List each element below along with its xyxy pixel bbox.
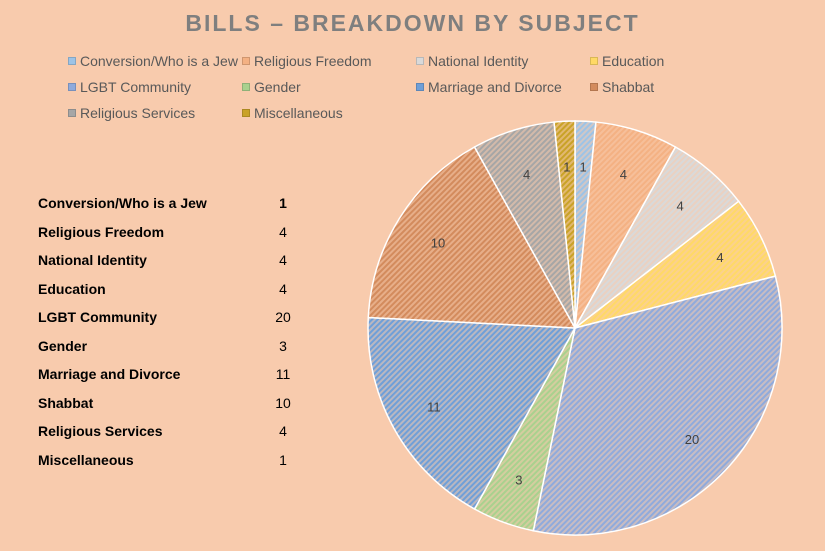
row-value: 11 bbox=[275, 366, 291, 382]
table-row: Shabbat 10 bbox=[38, 389, 308, 418]
legend-item-religious-services: Religious Services bbox=[68, 105, 195, 121]
data-label: 1 bbox=[580, 160, 587, 175]
table-row: Miscellaneous 1 bbox=[38, 446, 308, 475]
table-row: Conversion/Who is a Jew 1 bbox=[38, 189, 308, 218]
legend-item-marriage-divorce: Marriage and Divorce bbox=[416, 79, 562, 95]
legend-label: LGBT Community bbox=[80, 79, 191, 95]
row-label: LGBT Community bbox=[38, 309, 157, 325]
legend-swatch bbox=[68, 83, 76, 91]
legend-label: Religious Freedom bbox=[254, 53, 372, 69]
data-label: 3 bbox=[515, 472, 522, 487]
legend-item-national-identity: National Identity bbox=[416, 53, 528, 69]
row-value: 4 bbox=[279, 280, 287, 297]
legend-swatch bbox=[68, 57, 76, 65]
table-row: National Identity 4 bbox=[38, 246, 308, 275]
row-value: 4 bbox=[279, 423, 287, 439]
legend-item-shabbat: Shabbat bbox=[590, 79, 654, 95]
legend-label: Religious Services bbox=[80, 105, 196, 121]
row-value: 1 bbox=[279, 195, 287, 211]
legend-swatch bbox=[242, 83, 250, 91]
pie-slice-marriage-and-divorce bbox=[367, 316, 577, 511]
table-row: Education 4 bbox=[38, 275, 308, 304]
data-label: 4 bbox=[716, 250, 723, 265]
legend-swatch bbox=[416, 57, 424, 65]
row-value: 3 bbox=[279, 337, 287, 354]
legend-label: Shabbat bbox=[602, 79, 655, 95]
table-row: Religious Services 4 bbox=[38, 417, 308, 446]
pie-slice-lgbt-community bbox=[532, 275, 783, 536]
pie-slice-miscellaneous bbox=[553, 120, 576, 329]
row-label: Conversion/Who is a Jew bbox=[38, 195, 207, 211]
data-label: 11 bbox=[427, 399, 441, 414]
data-label: 4 bbox=[523, 167, 530, 182]
legend-label: Marriage and Divorce bbox=[428, 79, 562, 95]
legend-item-conversion: Conversion/Who is a Jew bbox=[68, 53, 238, 69]
data-label: 4 bbox=[620, 167, 627, 182]
chart-title: BILLS – BREAKDOWN BY SUBJECT bbox=[185, 10, 640, 36]
table-row: Marriage and Divorce 11 bbox=[38, 360, 308, 389]
row-value: 20 bbox=[275, 309, 291, 325]
row-value: 1 bbox=[279, 451, 287, 468]
legend-item-lgbt-community: LGBT Community bbox=[68, 79, 191, 95]
row-value: 4 bbox=[279, 252, 287, 268]
legend-swatch bbox=[590, 83, 598, 91]
legend-label: Miscellaneous bbox=[254, 105, 343, 121]
legend-swatch bbox=[242, 57, 250, 65]
table-row: Religious Freedom 4 bbox=[38, 218, 308, 247]
legend-item-miscellaneous: Miscellaneous bbox=[242, 105, 343, 121]
legend-item-education: Education bbox=[590, 53, 664, 69]
row-label: Miscellaneous bbox=[38, 451, 134, 468]
legend-item-religious-freedom: Religious Freedom bbox=[242, 53, 372, 69]
row-label: National Identity bbox=[38, 252, 147, 268]
data-label: 10 bbox=[431, 236, 445, 251]
row-label: Education bbox=[38, 280, 106, 297]
data-label: 1 bbox=[563, 160, 570, 175]
legend-label: National Identity bbox=[428, 53, 529, 69]
legend-label: Gender bbox=[254, 79, 301, 95]
legend-item-gender: Gender bbox=[242, 79, 301, 95]
row-label: Religious Services bbox=[38, 423, 163, 439]
legend-swatch bbox=[68, 109, 76, 117]
row-label: Shabbat bbox=[38, 394, 94, 411]
row-label: Gender bbox=[38, 337, 88, 354]
chart-legend: Conversion/Who is a Jew Religious Freedo… bbox=[0, 0, 825, 130]
data-table: Conversion/Who is a Jew 1 Religious Free… bbox=[38, 189, 308, 474]
legend-label: Conversion/Who is a Jew bbox=[80, 53, 238, 69]
legend-swatch bbox=[242, 109, 250, 117]
data-label: 4 bbox=[677, 198, 684, 213]
row-label: Religious Freedom bbox=[38, 223, 165, 240]
legend-swatch bbox=[416, 83, 424, 91]
row-label: Marriage and Divorce bbox=[38, 366, 181, 382]
legend-label: Education bbox=[602, 53, 665, 69]
row-value: 4 bbox=[279, 223, 287, 240]
table-row: Gender 3 bbox=[38, 332, 308, 361]
pie-slice-shabbat bbox=[367, 145, 577, 329]
row-value: 10 bbox=[275, 394, 291, 411]
table-row: LGBT Community 20 bbox=[38, 303, 308, 332]
legend-swatch bbox=[590, 57, 598, 65]
data-label: 20 bbox=[685, 432, 699, 447]
